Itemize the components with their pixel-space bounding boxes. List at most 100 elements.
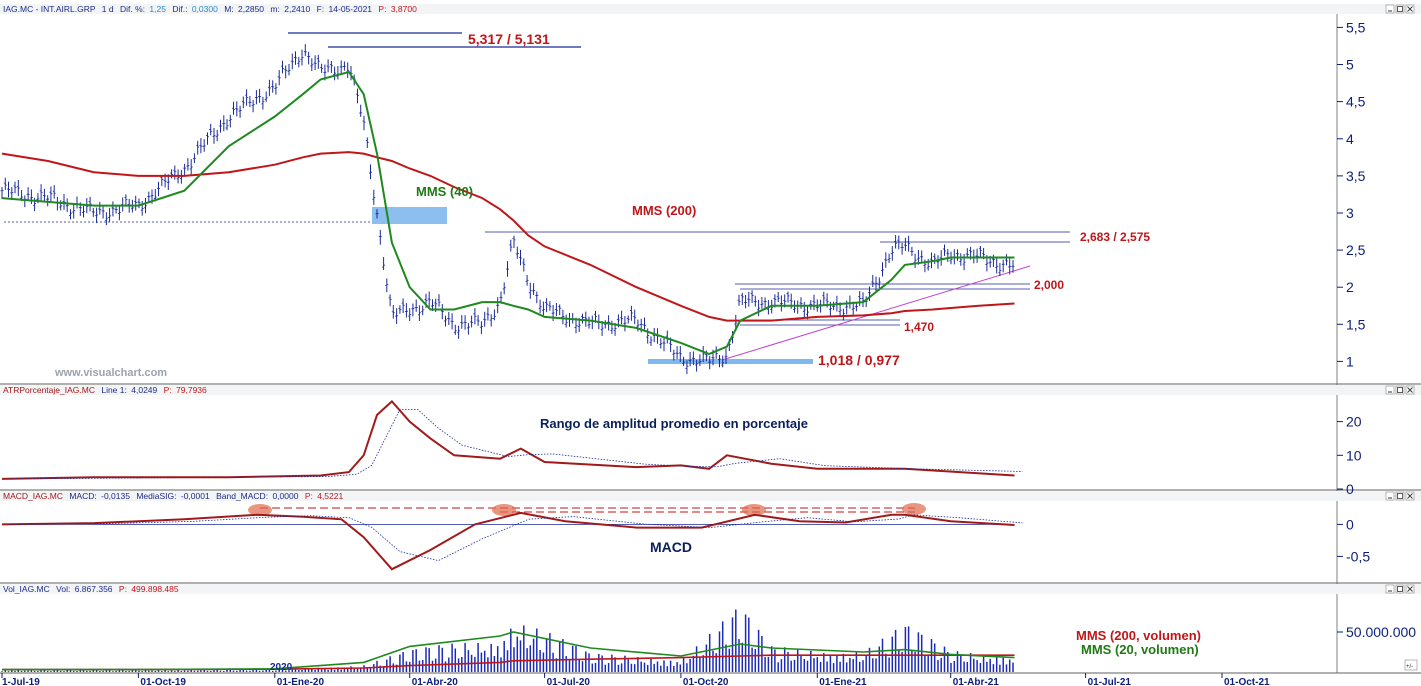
price-date-label: F: <box>317 4 325 14</box>
price-header: IAG.MC - INT.AIRL.GRP 1 d Dif. %: 1,25 D… <box>3 4 417 14</box>
price-annotations-shapes <box>4 32 1070 364</box>
price-panel <box>0 4 1337 384</box>
x-tick-label: 01-Ene-21 <box>819 677 867 686</box>
x-tick-label: 01-Abr-21 <box>953 677 1000 686</box>
macd-line <box>1 511 1015 571</box>
zoom-icon[interactable]: +/- <box>1404 659 1418 671</box>
macd-title: MACD <box>650 539 692 555</box>
macd-value: -0,0135 <box>101 491 130 501</box>
x-tick-label: 01-Jul-21 <box>1088 677 1132 686</box>
atr-header: ATRPorcentaje_IAG.MC Line 1: 4,0249 P: 7… <box>3 385 207 395</box>
minimize-icon[interactable] <box>1385 4 1395 14</box>
macd-peak-marker-4 <box>902 503 926 515</box>
volume-window-controls <box>1385 584 1415 594</box>
macd-y-tick-label: -0,5 <box>1346 548 1370 564</box>
volume-y-tick-label: 50.000.000 <box>1346 624 1416 640</box>
price-y-tick-label: 2,5 <box>1346 242 1366 258</box>
support-trendline <box>721 265 1031 361</box>
close-icon[interactable] <box>1405 4 1415 14</box>
annotation-2000: 2,000 <box>1034 278 1064 292</box>
atr-panel <box>0 384 1337 490</box>
volume-header-strip <box>0 584 1421 594</box>
maximize-icon[interactable] <box>1395 385 1405 395</box>
gap-highlight <box>372 207 447 224</box>
price-y-tick-label: 3 <box>1346 205 1354 221</box>
vol-value: 6.867.356 <box>75 584 113 594</box>
macd-signal-line <box>9 514 1023 562</box>
price-y-tick-label: 1 <box>1346 353 1354 369</box>
year-marker: 2020 <box>270 662 293 673</box>
svg-text:+/-: +/- <box>1406 664 1413 670</box>
minimize-icon[interactable] <box>1385 385 1395 395</box>
x-tick-label: 01-Oct-21 <box>1224 677 1270 686</box>
atr-p-label: P: <box>164 385 172 395</box>
macd-sig-label: MediaSIG: <box>136 491 176 501</box>
price-window-controls <box>1385 4 1415 14</box>
macd-decorations <box>248 503 926 516</box>
price-difpct-label: Dif. %: <box>120 4 145 14</box>
price-y-tick-label: 4,5 <box>1346 94 1366 110</box>
x-tick-label: 01-Ene-20 <box>277 677 325 686</box>
annotation-resistance: 2,683 / 2,575 <box>1080 230 1150 244</box>
price-difpct-value: 1,25 <box>149 4 166 14</box>
volume-series-layer <box>1 609 1015 672</box>
minimize-icon[interactable] <box>1385 584 1395 594</box>
price-y-tick-label: 1,5 <box>1346 316 1366 332</box>
price-y-tick-label: 3,5 <box>1346 168 1366 184</box>
close-icon[interactable] <box>1405 491 1415 501</box>
price-series-layer <box>0 44 1015 375</box>
vol-label: Vol: <box>56 584 70 594</box>
price-last-label: P: <box>378 4 386 14</box>
legend-mms200-volume: MMS (200, volumen) <box>1076 628 1201 643</box>
mms200-line <box>1 151 1015 322</box>
macd-band-value: 0,0000 <box>272 491 298 501</box>
macd-y-tick-label: 0 <box>1346 516 1354 532</box>
x-tick-label: 01-Oct-19 <box>140 677 186 686</box>
macd-sig-value: -0,0001 <box>181 491 210 501</box>
watermark: www.visualchart.com <box>54 367 167 379</box>
annotation-low-levels: 1,018 / 0,977 <box>818 352 900 368</box>
x-tick-label: 01-Abr-20 <box>412 677 459 686</box>
macd-window-controls <box>1385 491 1415 501</box>
volume-header: Vol_IAG.MC Vol: 6.867.356 P: 499.898.485 <box>3 584 179 594</box>
close-icon[interactable] <box>1405 584 1415 594</box>
price-dif-label: Dif.: <box>172 4 187 14</box>
price-date-value: 14-05-2021 <box>329 4 373 14</box>
close-icon[interactable] <box>1405 385 1415 395</box>
mms40-line <box>1 70 1015 356</box>
atr-line-value: 4,0249 <box>131 385 157 395</box>
macd-peak-marker-3 <box>742 504 766 516</box>
vol-p-value: 499.898.485 <box>131 584 179 594</box>
atr-line-label: Line 1: <box>101 385 127 395</box>
maximize-icon[interactable] <box>1395 4 1405 14</box>
atr-line <box>1 399 1015 480</box>
atr-signal-line <box>9 409 1023 480</box>
atr-y-tick-label: 20 <box>1346 414 1362 430</box>
price-y-tick-label: 5 <box>1346 57 1354 73</box>
low-highlight <box>648 359 813 364</box>
atr-p-value: 79,7936 <box>176 385 207 395</box>
macd-label: MACD: <box>69 491 96 501</box>
minimize-icon[interactable] <box>1385 491 1395 501</box>
macd-name: MACD_IAG.MC <box>3 491 63 501</box>
atr-y-tick-label: 0 <box>1346 481 1354 497</box>
price-y-tick-label: 5,5 <box>1346 19 1366 35</box>
price-dif-value: 0,0300 <box>192 4 218 14</box>
atr-window-controls <box>1385 385 1415 395</box>
volume-mms200-line <box>2 654 1015 671</box>
maximize-icon[interactable] <box>1395 491 1405 501</box>
maximize-icon[interactable] <box>1395 584 1405 594</box>
annotation-mms40: MMS (40) <box>416 184 473 199</box>
price-max-label: M: <box>224 4 233 14</box>
annotation-1470: 1,470 <box>904 320 934 334</box>
atr-title: Rango de amplitud promedio en porcentaje <box>540 416 808 431</box>
annotation-high-levels: 5,317 / 5,131 <box>468 31 550 47</box>
price-ticker: IAG.MC - INT.AIRL.GRP <box>3 4 96 14</box>
panel-frames <box>0 4 1421 674</box>
x-tick-label: 01-Oct-20 <box>683 677 729 686</box>
price-y-tick-label: 2 <box>1346 279 1354 295</box>
price-last-value: 3,8700 <box>391 4 417 14</box>
macd-band-label: Band_MACD: <box>216 491 268 501</box>
price-max-value: 2,2850 <box>238 4 264 14</box>
